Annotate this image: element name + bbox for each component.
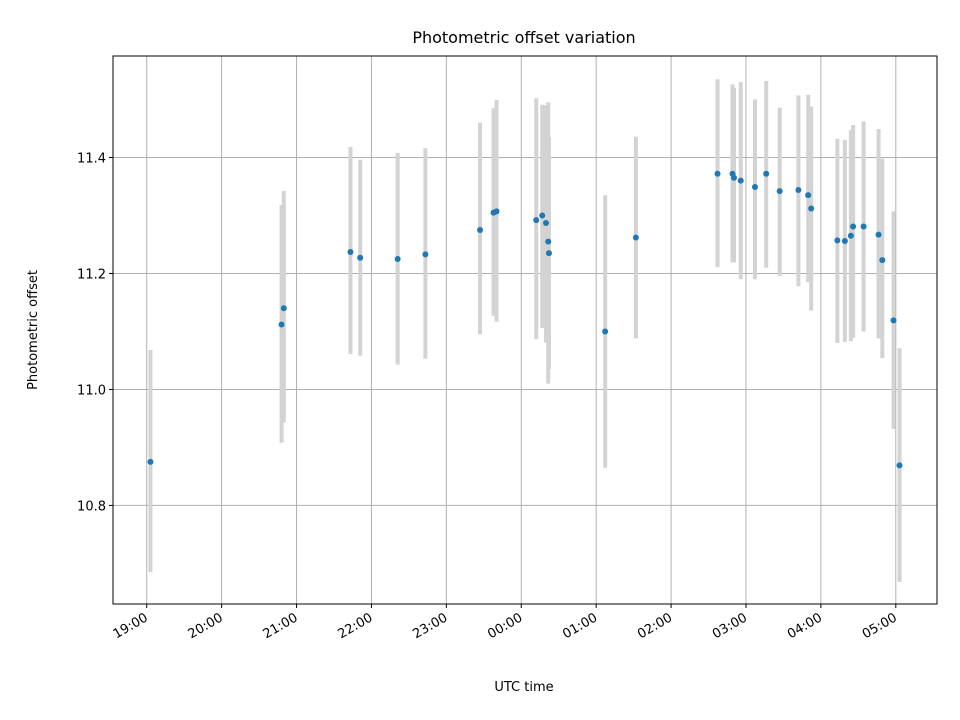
y-tick-label: 11.2	[77, 267, 106, 282]
data-point	[763, 170, 770, 177]
data-point	[808, 205, 815, 212]
data-point	[394, 255, 401, 262]
data-point	[357, 254, 364, 261]
data-point	[860, 223, 867, 230]
data-point	[422, 251, 429, 258]
x-tick-label: 19:00	[111, 610, 151, 642]
data-point	[493, 208, 500, 215]
x-tick-label: 00:00	[485, 610, 525, 642]
data-point	[896, 462, 903, 469]
data-points	[147, 170, 903, 469]
x-tick-label: 02:00	[635, 610, 675, 642]
data-point	[805, 192, 812, 199]
data-point	[890, 317, 897, 324]
y-tick-label: 10.8	[77, 499, 106, 514]
x-tick-label: 01:00	[560, 610, 600, 642]
y-axis-ticks: 10.8 11.0 11.2 11.4	[77, 151, 113, 514]
data-point	[278, 321, 285, 328]
x-tick-label: 23:00	[410, 610, 450, 642]
data-point	[850, 223, 857, 230]
data-point	[280, 305, 287, 312]
x-tick-label: 21:00	[261, 610, 301, 642]
data-point	[834, 237, 841, 244]
x-axis-ticks: 19:00 20:00 21:00 22:00 23:00 00:00 01:00 02:00…	[111, 604, 900, 642]
data-point	[795, 186, 802, 193]
x-axis-label: UTC time	[494, 680, 553, 695]
data-point	[533, 217, 540, 224]
data-point	[545, 238, 552, 245]
data-point	[539, 212, 546, 219]
y-axis-label: Photometric offset	[26, 270, 41, 390]
data-point	[875, 231, 882, 238]
error-bars	[148, 79, 902, 582]
data-point	[147, 458, 154, 465]
data-point	[841, 237, 848, 244]
data-point	[477, 226, 484, 233]
y-tick-label: 11.0	[77, 383, 106, 398]
chart-title: Photometric offset variation	[412, 28, 635, 47]
x-tick-label: 20:00	[186, 610, 226, 642]
data-point	[542, 220, 549, 227]
data-point	[879, 257, 886, 264]
data-point	[847, 232, 854, 239]
x-tick-label: 04:00	[785, 610, 825, 642]
x-tick-label: 03:00	[710, 610, 750, 642]
x-tick-label: 05:00	[860, 610, 900, 642]
data-point	[737, 177, 744, 184]
x-tick-label: 22:00	[335, 610, 375, 642]
data-point	[776, 188, 783, 195]
y-tick-label: 11.4	[77, 151, 106, 166]
data-point	[751, 184, 758, 191]
data-point	[545, 250, 552, 257]
data-point	[714, 170, 721, 177]
grid	[113, 56, 937, 604]
plot-frame	[112, 55, 938, 605]
data-point	[730, 174, 737, 181]
data-point	[347, 249, 354, 256]
data-point	[632, 234, 639, 241]
data-point	[602, 328, 609, 335]
